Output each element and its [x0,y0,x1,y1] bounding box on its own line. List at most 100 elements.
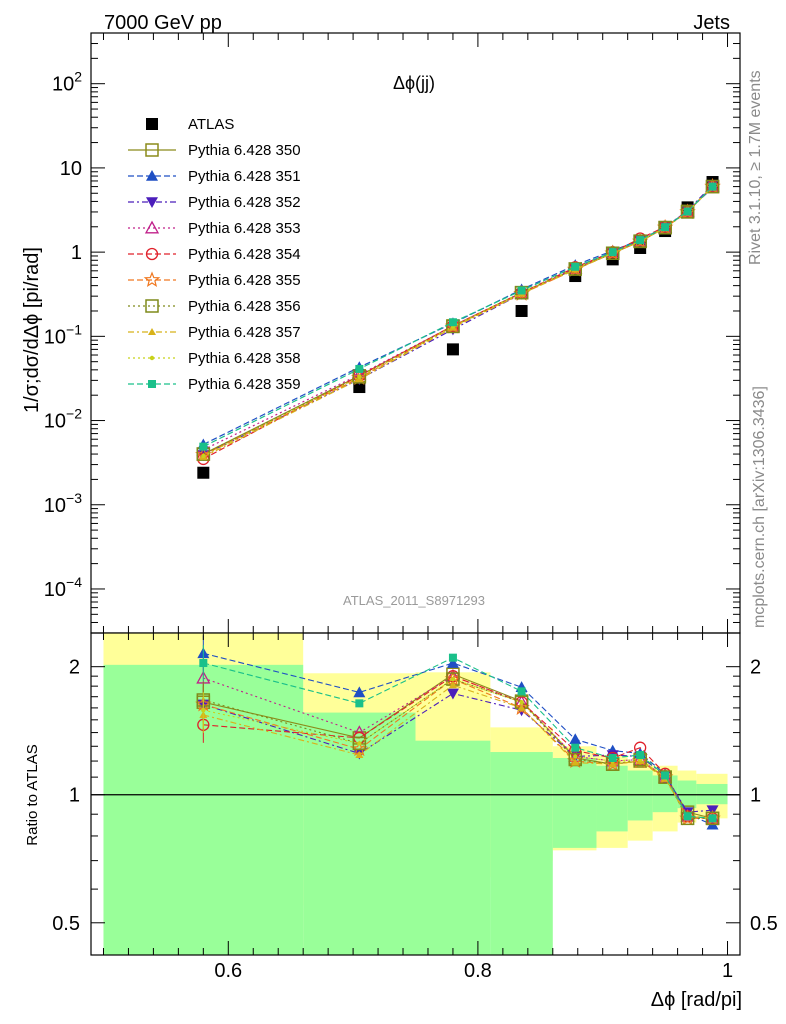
x-tick-label: 0.6 [214,960,242,982]
band-bin [627,770,653,821]
ratio-series-pythia-6-428-359 [199,645,717,823]
ratio-line [203,684,713,819]
series-pythia-6-428-359 [199,182,717,451]
y-tick-label: 102 [52,69,82,96]
header-left: 7000 GeV pp [104,12,222,34]
ratio-point [658,770,672,784]
ratio-point [573,754,578,759]
ratio-panel: 2 2 1 1 0.5 0.5 0.6 0.8 1 [52,632,778,982]
main-y-axis-label: 1/σ;dσ/dΔϕ [pi/rad] [21,247,43,413]
legend-label: Pythia 6.428 353 [188,220,301,237]
side-mcplots-label: mcplots.cern.ch [arXiv:1306.3436] [751,386,768,628]
ratio-point [571,758,580,766]
ratio-point [357,741,362,746]
ratio-point [708,814,717,823]
band-bin [552,757,597,848]
legend-item: Pythia 6.428 350 [128,142,301,159]
legend-label: Pythia 6.428 352 [188,194,301,211]
ratio-point [450,676,456,682]
data-point [197,466,210,479]
ratio-point [608,753,617,762]
ratio-point [636,750,645,759]
ratio-line [203,652,713,826]
data-point [658,220,672,235]
ratio-point [201,708,206,713]
legend-marker [143,271,161,288]
legend-item: Pythia 6.428 359 [128,376,301,393]
series-line [203,186,713,448]
ratio-point [355,699,364,708]
ratio-point [355,750,364,758]
ratio-frame [90,632,741,956]
data-point [513,285,530,301]
analysis-label: ATLAS_2011_S8971293 [343,593,485,608]
ratio-point [519,700,524,705]
data-point [446,343,459,356]
legend-marker [146,170,158,181]
ratio-point [683,812,692,821]
ratio-y-tick-label-right: 2 [750,657,761,679]
data-point [708,182,717,191]
legend-item: Pythia 6.428 353 [128,220,301,237]
ratio-point [353,686,366,698]
ratio-point [661,771,670,780]
data-point [355,364,364,373]
legend-item: Pythia 6.428 354 [128,246,301,263]
data-point [199,442,208,451]
legend-marker [148,328,156,335]
legend-item: Pythia 6.428 357 [128,324,301,341]
legend-label: Pythia 6.428 358 [188,350,301,367]
data-point [448,318,457,327]
legend-item: Pythia 6.428 352 [128,194,301,211]
ratio-point [604,755,621,772]
side-rivet-label: Rivet 3.1.10, ≥ 1.7M events [747,70,764,265]
ratio-point [679,809,696,826]
data-point [605,246,620,260]
ratio-point [448,653,457,662]
series-line [203,186,713,458]
data-point [705,179,720,194]
band-bin [596,765,628,832]
ratio-point [352,736,367,751]
ratio-y-tick-label: 1 [69,785,80,807]
data-point [515,304,528,317]
series-line [203,186,713,460]
ratio-y-axis-label: Ratio to ATLAS [24,744,41,845]
data-point [571,262,580,271]
band-bin [490,752,553,955]
x-axis-label: Δϕ [rad/pi] [651,989,742,1011]
main-title: Δϕ(jj) [393,73,435,93]
ratio-line [203,692,713,813]
legend-marker [146,118,158,130]
legend-marker [149,355,155,361]
y-tick-label: 10−4 [44,574,82,601]
legend-label: Pythia 6.428 356 [188,298,301,315]
main-panel: 102 10 1 10−1 10−2 10−3 10−4 ATLAS Pythia 6.428 … [44,32,741,634]
legend-marker [145,247,159,261]
ratio-point [517,703,526,711]
data-point [680,205,695,219]
ratio-line [203,678,713,819]
y-tick-label: 10−2 [44,406,82,433]
ratio-point [608,760,617,768]
ratio-point [569,733,582,745]
ratio-y-tick-label: 0.5 [52,913,80,935]
ratio-point [517,687,526,696]
y-tick-label: 10 [60,158,82,180]
data-point [661,223,670,232]
legend: ATLAS Pythia 6.428 350 Pythia 6.428 351 Pyt… [128,116,301,393]
y-tick-label: 1 [71,242,82,264]
data-point [357,374,362,380]
band-bin [696,783,728,805]
legend-label: Pythia 6.428 357 [188,324,301,341]
data-point [353,381,366,394]
legend-label: Pythia 6.428 359 [188,376,301,393]
y-tick-label: 10−3 [44,490,82,517]
series-line [203,186,713,457]
ratio-point [448,681,457,689]
x-tick-label: 0.8 [464,960,492,982]
ratio-y-tick-label-right: 0.5 [750,913,778,935]
ratio-point [446,657,459,668]
legend-label: Pythia 6.428 351 [188,168,301,185]
data-point [636,236,645,245]
